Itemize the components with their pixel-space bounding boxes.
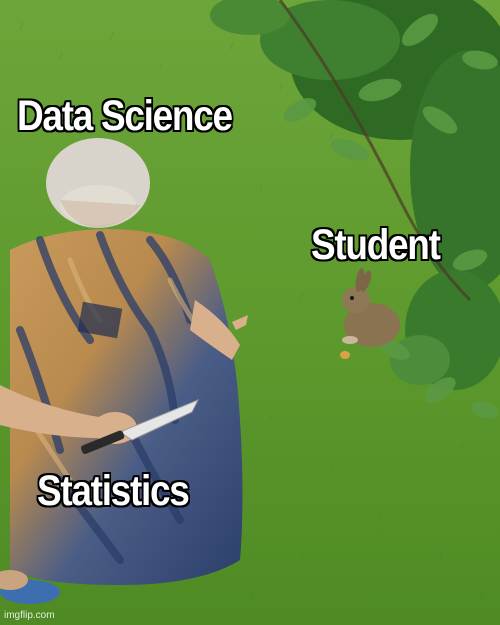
woman-crouching [0,138,248,604]
imgflip-watermark: imgflip.com [4,610,55,621]
caption-data-science: Data Science [17,92,233,140]
grass-texture [19,21,484,601]
caption-statistics: Statistics [37,467,190,515]
rabbit [340,268,400,359]
tree-branches [210,0,500,419]
knife [81,399,200,454]
caption-student: Student [311,221,441,269]
